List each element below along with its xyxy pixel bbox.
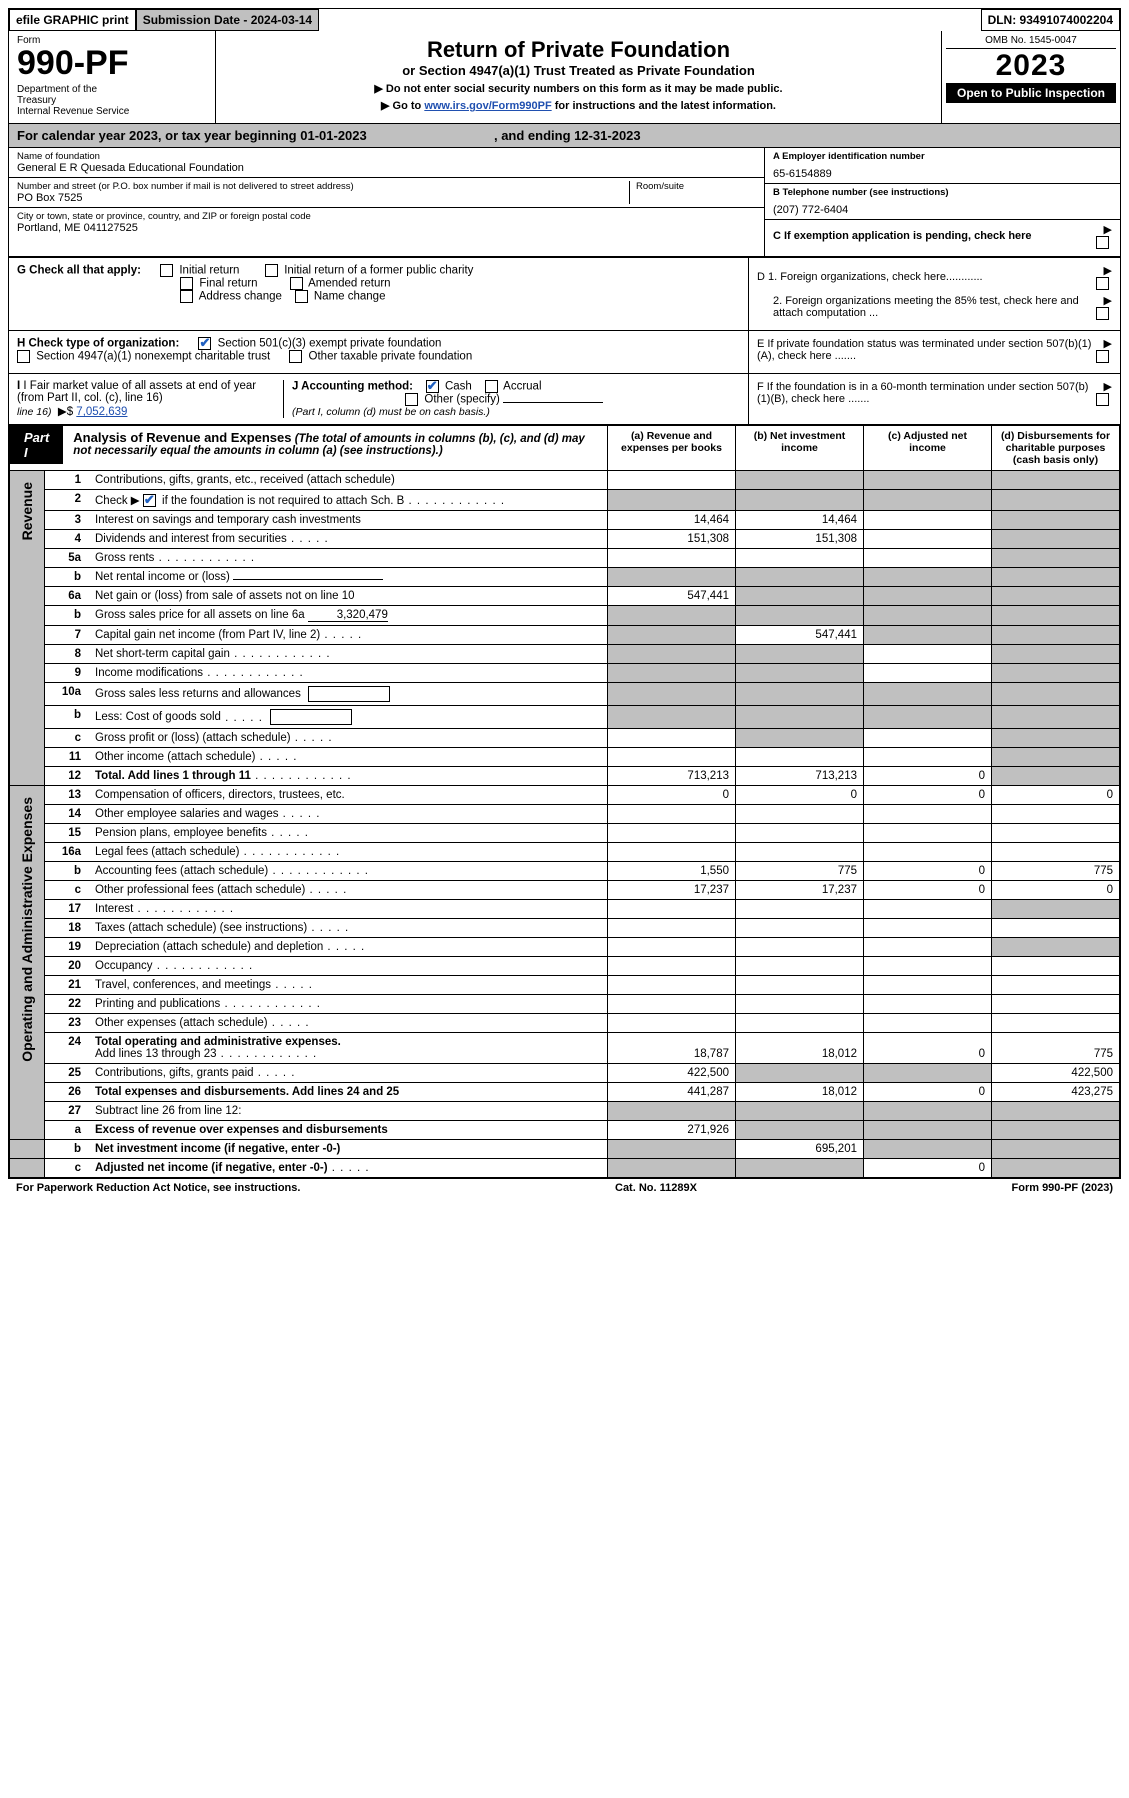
form-subtitle: or Section 4947(a)(1) Trust Treated as P… [224,63,933,78]
dept-label: Department of theTreasuryInternal Revenu… [17,84,207,117]
c-checkbox[interactable] [1096,236,1109,249]
expenses-label: Operating and Administrative Expenses [19,789,35,1070]
revenue-label: Revenue [19,474,35,548]
i-fmv-value[interactable]: 7,052,639 [76,406,127,418]
c-label: C If exemption application is pending, c… [773,230,1032,242]
tax-year: 2023 [946,49,1116,83]
j-cash-checkbox[interactable] [426,380,439,393]
calendar-year-row: For calendar year 2023, or tax year begi… [9,124,1120,148]
omb-number: OMB No. 1545-0047 [946,35,1116,49]
f-checkbox[interactable] [1096,393,1109,406]
footer-right: Form 990-PF (2023) [1012,1182,1114,1194]
f-label: F If the foundation is in a 60-month ter… [757,381,1096,405]
col-a-header: (a) Revenue and expenses per books [608,426,736,471]
footer-mid: Cat. No. 11289X [615,1182,697,1194]
ein-label: A Employer identification number [773,151,1112,162]
g-addrchg-checkbox[interactable] [180,290,193,303]
col-b-header: (b) Net investment income [736,426,864,471]
part1-title: Analysis of Revenue and Expenses (The to… [63,426,607,461]
form-header: Form 990-PF Department of theTreasuryInt… [9,31,1120,124]
d2-label: 2. Foreign organizations meeting the 85%… [757,295,1096,319]
phone-label: B Telephone number (see instructions) [773,187,1112,198]
form-note2: ▶ Go to www.irs.gov/Form990PF for instru… [224,99,933,112]
part1-table: Part I Analysis of Revenue and Expenses … [9,425,1120,1178]
i-label: I [17,380,20,392]
g-initial-pc-checkbox[interactable] [265,264,278,277]
room-label: Room/suite [636,181,756,192]
l2-checkbox[interactable] [143,494,156,507]
form-note1: ▶ Do not enter social security numbers o… [224,82,933,95]
g-initial-checkbox[interactable] [160,264,173,277]
city-label: City or town, state or province, country… [17,211,756,222]
j-other-checkbox[interactable] [405,393,418,406]
g-amended-checkbox[interactable] [290,277,303,290]
foundation-city: Portland, ME 041127525 [17,222,756,234]
foundation-address: PO Box 7525 [17,192,629,204]
h-4947-checkbox[interactable] [17,350,30,363]
j-accrual-checkbox[interactable] [485,380,498,393]
d2-checkbox[interactable] [1096,307,1109,320]
ein-value: 65-6154889 [773,168,1112,180]
e-checkbox[interactable] [1096,350,1109,363]
h-501c3-checkbox[interactable] [198,337,211,350]
efile-label: efile GRAPHIC print [9,9,136,31]
foundation-name: General E R Quesada Educational Foundati… [17,162,756,174]
e-label: E If private foundation status was termi… [757,338,1096,362]
col-c-header: (c) Adjusted net income [864,426,992,471]
d1-checkbox[interactable] [1096,277,1109,290]
phone-value: (207) 772-6404 [773,204,1112,216]
irs-link[interactable]: www.irs.gov/Form990PF [424,100,551,112]
page-footer: For Paperwork Reduction Act Notice, see … [8,1179,1121,1197]
top-bar: efile GRAPHIC print Submission Date - 20… [9,9,1120,31]
dln-number: DLN: 93491074002204 [981,9,1120,31]
j-note: (Part I, column (d) must be on cash basi… [292,406,490,418]
submission-date: Submission Date - 2024-03-14 [136,9,319,31]
part1-label: Part I [10,426,63,464]
d1-label: D 1. Foreign organizations, check here..… [757,271,983,283]
form-title: Return of Private Foundation [224,37,933,63]
col-d-header: (d) Disbursements for charitable purpose… [992,426,1120,471]
open-to-public: Open to Public Inspection [946,83,1116,103]
j-label: J Accounting method: [292,381,413,393]
h-other-checkbox[interactable] [289,350,302,363]
footer-left: For Paperwork Reduction Act Notice, see … [16,1182,300,1194]
h-label: H Check type of organization: [17,338,179,350]
form-number: 990-PF [17,46,207,80]
g-label: G Check all that apply: [17,265,141,277]
info-grid: Name of foundation General E R Quesada E… [9,148,1120,257]
addr-label: Number and street (or P.O. box number if… [17,181,629,192]
name-label: Name of foundation [17,151,756,162]
g-namechg-checkbox[interactable] [295,290,308,303]
g-final-checkbox[interactable] [180,277,193,290]
